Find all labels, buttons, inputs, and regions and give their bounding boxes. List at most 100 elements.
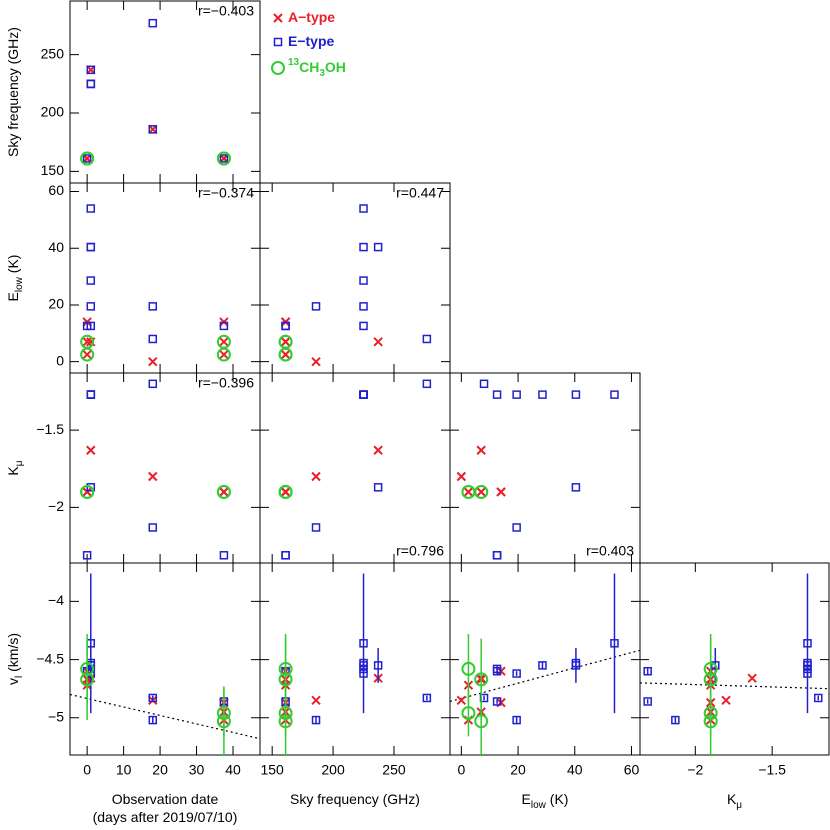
square-marker — [359, 664, 368, 674]
square-marker — [492, 551, 502, 560]
text-part: low — [14, 276, 25, 292]
square-marker — [359, 390, 368, 399]
square-marker — [492, 390, 502, 399]
square-marker — [148, 379, 158, 389]
x-axis-label: Elow (K) — [522, 791, 569, 811]
text-part: E — [5, 292, 21, 301]
square-marker — [82, 154, 92, 163]
y-tick-label: −4 — [48, 592, 64, 608]
square-marker — [311, 715, 321, 725]
panel-frame — [639, 562, 830, 756]
cross-marker — [311, 356, 321, 367]
y-tick-label: −1.5 — [36, 421, 64, 437]
panel-frame — [449, 372, 641, 564]
square-marker — [813, 693, 823, 703]
x-tick-label: 200 — [321, 762, 345, 778]
text-part: A−type — [288, 9, 335, 25]
square-marker — [359, 302, 368, 311]
cross-marker — [456, 695, 467, 706]
y-tick-label: 40 — [48, 239, 64, 255]
square-marker — [610, 390, 619, 399]
correlation-label: r=−0.374 — [198, 185, 254, 201]
square-marker — [86, 483, 96, 492]
x-tick-label: 250 — [382, 762, 406, 778]
cross-marker — [280, 487, 291, 497]
square-marker — [512, 390, 521, 399]
square-marker — [219, 154, 229, 163]
y-tick-label: 20 — [48, 296, 64, 312]
legend-marker — [273, 37, 283, 47]
square-marker — [422, 334, 432, 344]
square-marker — [281, 551, 290, 560]
text-part: Observation date — [112, 791, 219, 807]
square-marker — [281, 321, 290, 331]
y-tick-label: 150 — [41, 162, 65, 178]
circle-marker — [80, 672, 95, 687]
square-marker — [492, 697, 502, 706]
text-part: v — [5, 678, 21, 685]
square-marker — [148, 18, 158, 28]
square-marker — [86, 390, 96, 399]
circle-marker — [278, 714, 293, 729]
fit-line — [69, 693, 261, 740]
square-marker — [538, 390, 547, 399]
square-marker — [219, 551, 229, 560]
cross-marker — [476, 445, 486, 455]
square-marker — [422, 693, 432, 703]
square-marker — [492, 666, 502, 676]
cross-marker — [311, 471, 321, 482]
circle-marker — [474, 484, 489, 499]
y-axis-label: Kμ — [5, 460, 25, 475]
text-part: 13 — [288, 57, 300, 68]
legend-label: A−type — [288, 9, 335, 25]
circle-marker — [461, 706, 476, 721]
text-part: (K) — [5, 255, 21, 278]
square-marker — [373, 661, 383, 670]
square-marker — [359, 639, 368, 648]
square-marker — [86, 79, 96, 89]
square-marker — [359, 390, 368, 399]
square-marker — [359, 321, 368, 331]
square-marker — [373, 483, 383, 492]
square-marker — [359, 276, 368, 285]
y-tick-label: 250 — [41, 45, 65, 61]
square-marker — [86, 390, 96, 399]
circle-marker — [216, 714, 231, 729]
circle-marker — [278, 672, 293, 687]
circle-marker — [80, 151, 95, 166]
circle-marker — [216, 151, 231, 166]
circle-marker — [461, 661, 476, 676]
cross-marker — [311, 695, 321, 706]
text-part: (K) — [546, 791, 569, 807]
correlation-label: r=−0.403 — [198, 3, 254, 19]
circle-marker — [216, 484, 231, 499]
square-marker — [219, 321, 229, 331]
text-part: OH — [325, 59, 346, 75]
x-axis-label: (days after 2019/07/10) — [93, 809, 238, 825]
square-marker — [803, 664, 812, 674]
x-axis-label: Kμ — [727, 791, 742, 811]
panel-frame — [69, 372, 261, 564]
cross-marker — [373, 337, 383, 347]
panel-frame — [259, 372, 451, 564]
square-marker — [311, 302, 321, 311]
square-marker — [281, 551, 290, 560]
square-marker — [82, 321, 92, 331]
fit-line — [639, 682, 830, 690]
square-marker — [492, 551, 502, 560]
square-marker — [86, 242, 96, 252]
y-tick-label: −4.5 — [36, 650, 64, 666]
circle-marker — [216, 334, 231, 349]
legend-label: 13CH3OH — [288, 57, 346, 79]
text-part: K — [5, 466, 21, 476]
text-part: Sky frequency (GHz) — [5, 27, 21, 157]
y-axis-label: Sky frequency (GHz) — [5, 27, 21, 157]
square-marker — [86, 390, 96, 399]
text-part: Sky frequency (GHz) — [290, 791, 420, 807]
text-part: (km/s) — [5, 633, 21, 676]
circle-marker — [474, 672, 489, 687]
cross-marker — [82, 487, 92, 497]
square-marker — [86, 276, 96, 285]
square-marker — [571, 661, 581, 670]
square-marker — [479, 379, 489, 389]
